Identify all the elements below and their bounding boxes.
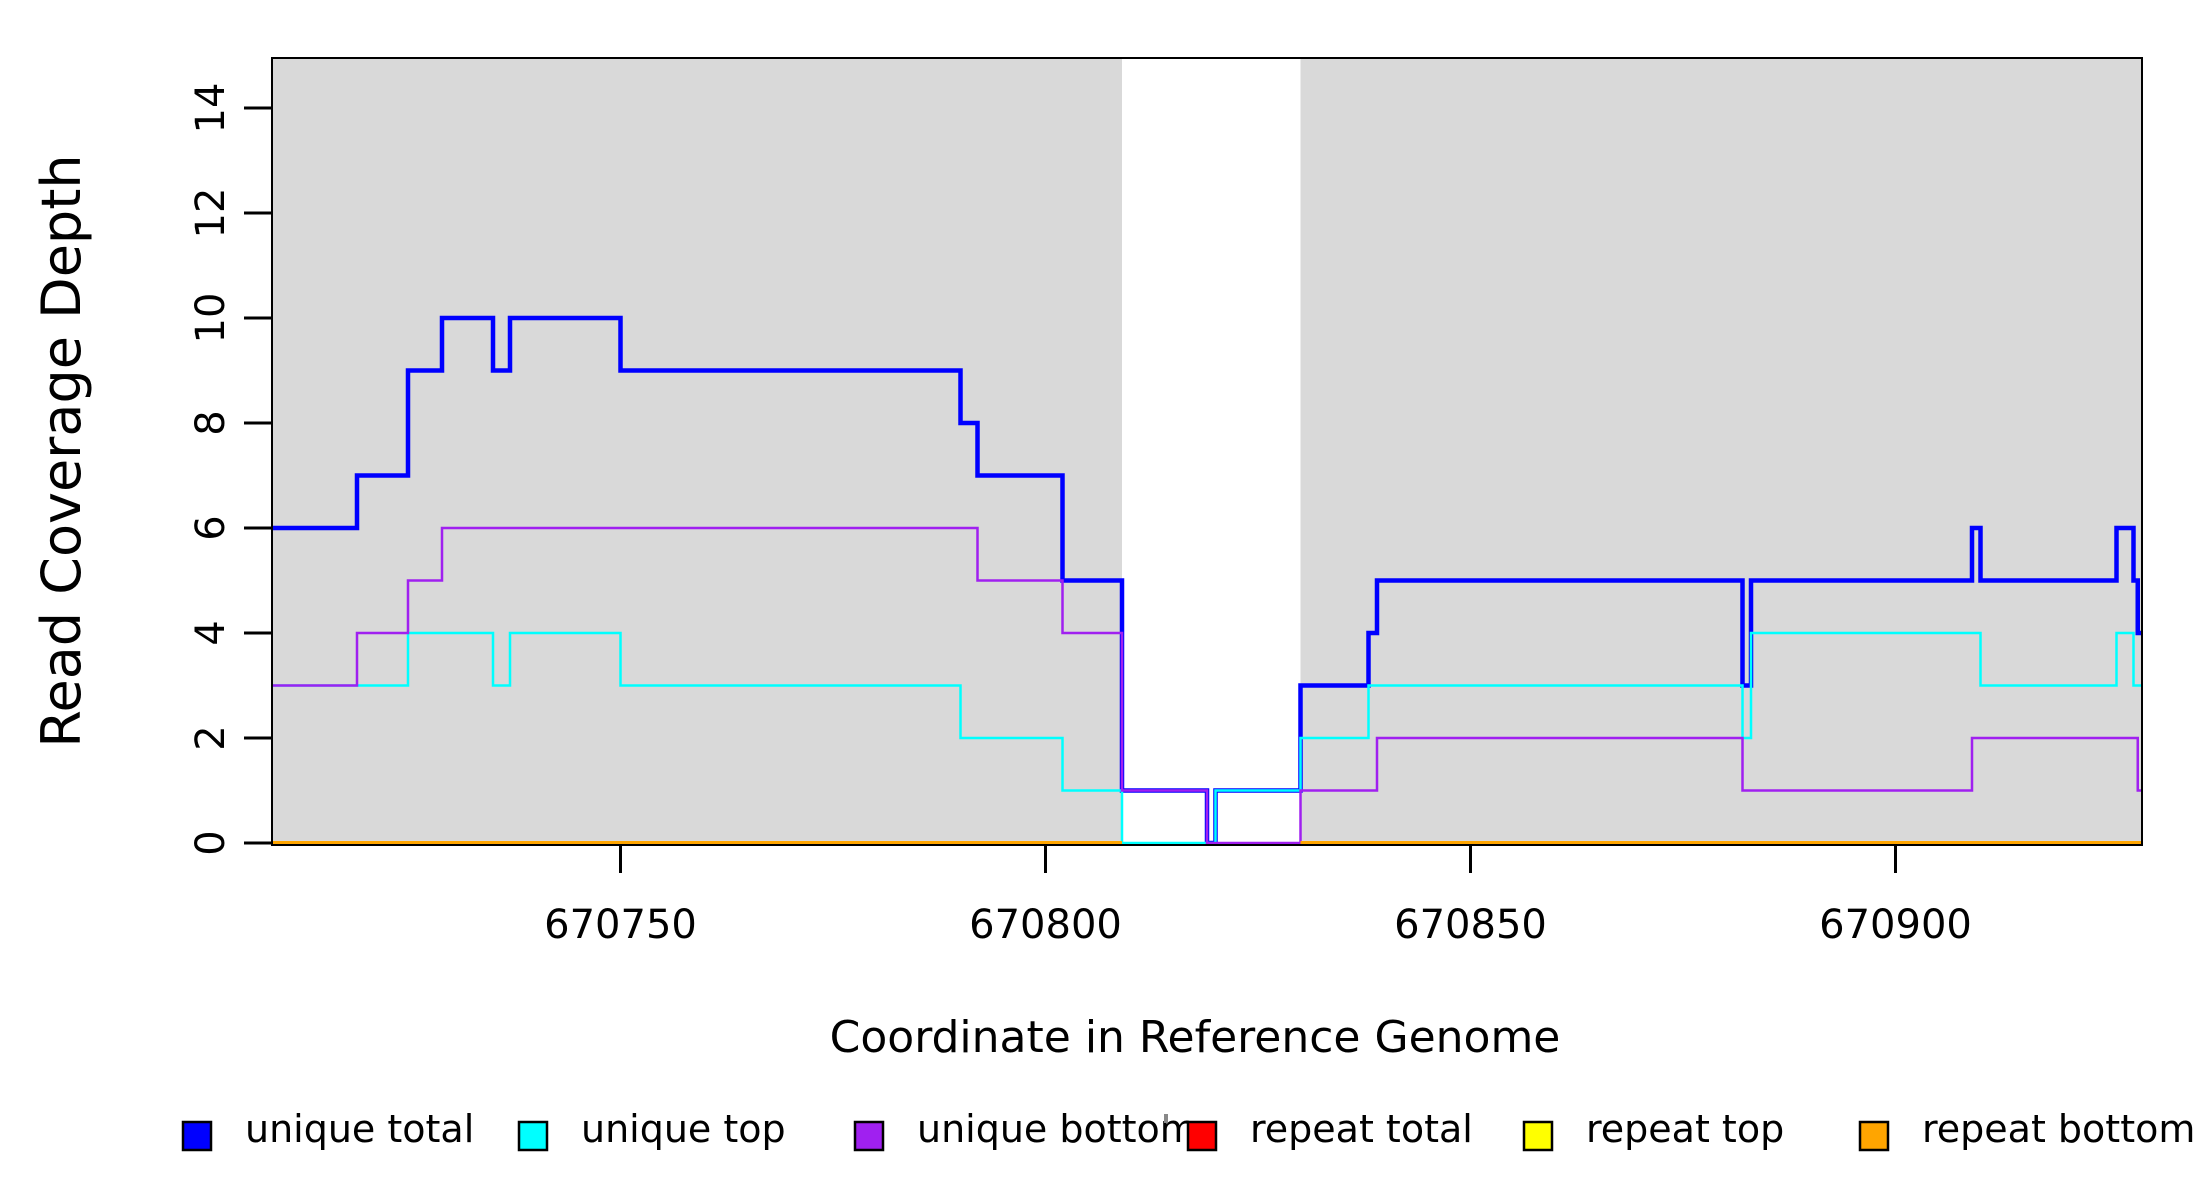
legend-label: unique bottom (917, 1107, 1197, 1151)
y-tick-label: 0 (188, 830, 234, 855)
legend-label: unique top (581, 1107, 786, 1151)
legend-swatch-unique-top (517, 1120, 549, 1152)
series-lines (272, 315, 2142, 846)
repeat-region-right (1300, 58, 2142, 845)
y-tick-label: 4 (188, 620, 234, 645)
y-tick-label: 2 (188, 725, 234, 750)
legend-item-repeat-top: repeat top (1522, 1107, 1784, 1152)
series-line-unique-bottom (272, 526, 2142, 845)
legend-swatch-repeat-bottom (1858, 1120, 1890, 1152)
legend-label: unique total (245, 1107, 474, 1151)
x-tick-label: 670850 (1394, 902, 1547, 948)
series-line-unique-top (272, 631, 2142, 845)
legend-label: repeat total (1250, 1107, 1473, 1151)
y-axis-title: Read Coverage Depth (30, 154, 93, 747)
x-tick-label: 670800 (969, 902, 1122, 948)
axes: 0 2 4 6 8 10 12 14 670750 670800 670850 670900 (188, 83, 1972, 948)
legend: unique total unique top unique bottom repea… (181, 1107, 2195, 1152)
repeat-region-left (272, 58, 1122, 845)
legend-swatch-unique-bottom (853, 1120, 885, 1152)
x-axis-title: Coordinate in Reference Genome (830, 1012, 1561, 1063)
stray-mark (1164, 1114, 1168, 1123)
legend-swatch-repeat-top (1522, 1120, 1554, 1152)
legend-label: repeat bottom (1922, 1107, 2195, 1151)
legend-item-unique-top: unique top (517, 1107, 786, 1152)
legend-swatch-unique-total (181, 1120, 213, 1152)
legend-item-unique-bottom: unique bottom (853, 1107, 1197, 1152)
x-tick-label: 670750 (544, 902, 697, 948)
y-tick-label: 8 (188, 410, 234, 435)
y-tick-label: 14 (188, 83, 234, 134)
x-tick-label: 670900 (1819, 902, 1972, 948)
coverage-gap-region (1122, 58, 1301, 845)
legend-item-unique-total: unique total (181, 1107, 474, 1152)
legend-label: repeat top (1586, 1107, 1784, 1151)
y-tick-label: 10 (188, 293, 234, 344)
legend-swatch-repeat-total (1186, 1120, 1218, 1152)
y-tick-label: 6 (188, 515, 234, 540)
legend-item-repeat-bottom: repeat bottom (1858, 1107, 2195, 1152)
y-tick-label: 12 (188, 188, 234, 239)
legend-item-repeat-total: repeat total (1186, 1107, 1473, 1152)
background-regions (272, 58, 2142, 845)
plot-border-box (271, 57, 2143, 846)
